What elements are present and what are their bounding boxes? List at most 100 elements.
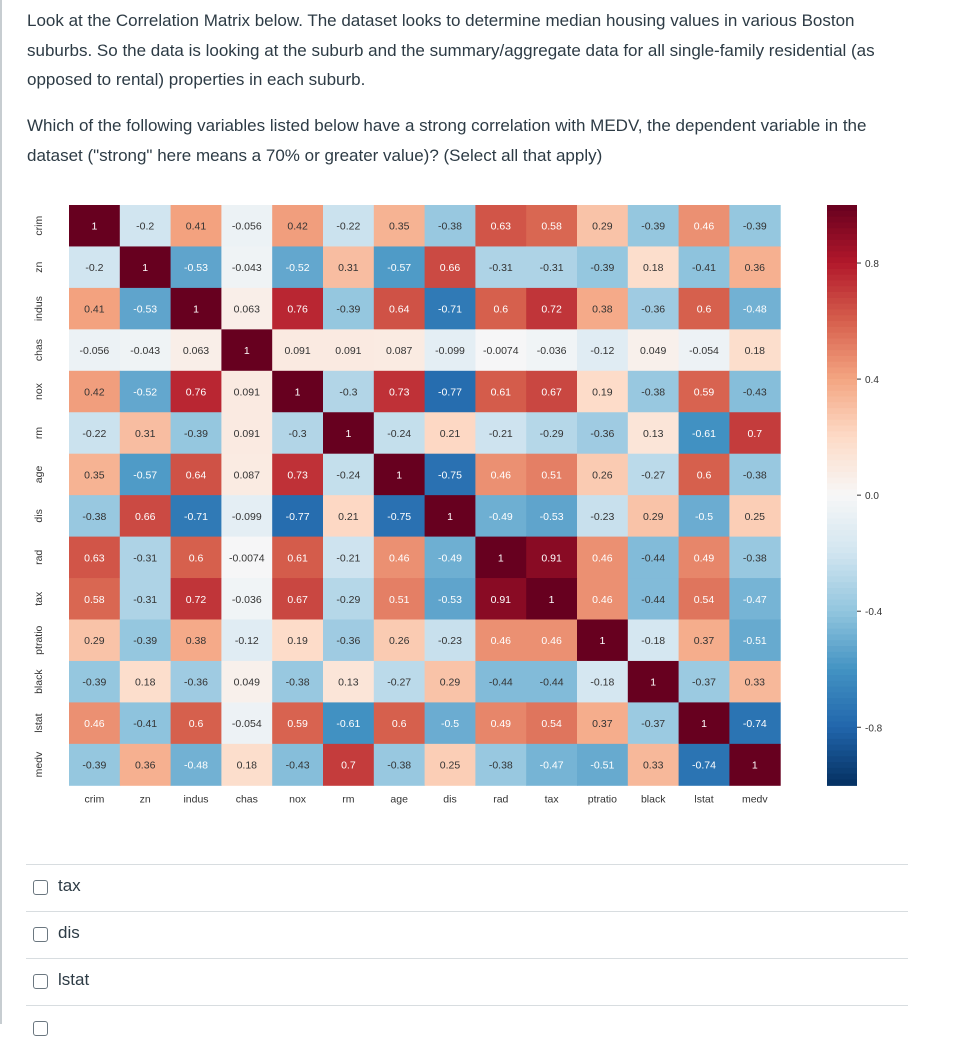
checkbox[interactable] <box>33 1021 48 1036</box>
heatmap-cell <box>424 205 476 247</box>
cell-value: 0.18 <box>237 760 258 772</box>
heatmap-cell <box>221 495 273 538</box>
x-tick-label: indus <box>183 793 208 805</box>
heatmap-cell <box>170 660 222 703</box>
heatmap-cell <box>729 412 781 455</box>
cell-value: -0.043 <box>232 262 262 274</box>
cell-value: -0.44 <box>489 677 513 689</box>
heatmap-cell <box>272 329 324 372</box>
checkbox[interactable] <box>33 880 48 895</box>
x-tick-label: chas <box>236 793 258 805</box>
heatmap-cell <box>323 743 375 786</box>
heatmap-cell <box>323 246 375 289</box>
cell-value: -0.29 <box>336 594 360 606</box>
cell-value: -0.5 <box>441 718 459 730</box>
cell-value: 0.19 <box>287 635 308 647</box>
heatmap-cell <box>170 370 222 413</box>
colorbar-segment <box>827 773 857 781</box>
heatmap-cell <box>119 287 172 330</box>
heatmap-cell <box>119 660 172 703</box>
heatmap-cell <box>526 412 578 455</box>
heatmap-cell <box>119 329 172 372</box>
cell-value: -0.37 <box>692 677 716 689</box>
colorbar-segment <box>827 529 857 537</box>
heatmap-cell <box>221 743 273 786</box>
heatmap-cell <box>373 329 426 372</box>
cell-value: -0.39 <box>184 428 208 440</box>
option-tax[interactable]: tax <box>26 864 908 912</box>
heatmap-cell <box>678 329 730 372</box>
heatmap-cell <box>577 329 629 372</box>
option-dis[interactable]: dis <box>26 911 908 959</box>
heatmap-cell <box>678 495 730 538</box>
option-lstat[interactable]: lstat <box>26 958 908 1006</box>
heatmap-cell <box>170 495 222 538</box>
cell-value: 0.29 <box>643 511 664 523</box>
cell-value: 0.51 <box>541 469 562 481</box>
heatmap-cell <box>678 536 730 579</box>
colorbar-segment <box>827 442 857 450</box>
cell-value: -0.31 <box>540 262 564 274</box>
colorbar-segment <box>827 709 857 717</box>
heatmap-cell <box>119 246 172 289</box>
colorbar-tick-label: -0.8 <box>865 723 883 734</box>
colorbar-segment <box>827 651 857 659</box>
cell-value: -0.23 <box>590 511 614 523</box>
colorbar-segment <box>827 350 857 357</box>
heatmap-cell <box>526 702 578 745</box>
cell-value: -0.36 <box>336 635 360 647</box>
heatmap-cell <box>475 205 527 247</box>
colorbar-segment <box>827 251 857 258</box>
checkbox[interactable] <box>33 927 48 942</box>
cell-value: 0.29 <box>440 677 461 689</box>
heatmap-cell <box>475 702 527 745</box>
cell-value: 0.76 <box>186 387 207 399</box>
heatmap-cell <box>221 287 273 330</box>
heatmap-cell <box>323 287 375 330</box>
heatmap-cell <box>323 495 375 538</box>
heatmap-cell <box>69 205 121 247</box>
x-tick-label: black <box>641 793 666 805</box>
heatmap-cell <box>577 205 629 247</box>
heatmap-cell <box>475 412 527 455</box>
y-tick-label: chas <box>33 339 45 361</box>
heatmap-cell <box>69 743 121 786</box>
colorbar-segment <box>827 292 857 299</box>
colorbar-segment <box>827 564 857 572</box>
option-partial[interactable] <box>26 1005 908 1053</box>
heatmap-cell <box>373 205 426 247</box>
colorbar-segment <box>827 553 857 560</box>
heatmap-cell <box>526 246 578 289</box>
cell-value: -0.38 <box>641 387 665 399</box>
cell-value: 0.31 <box>338 262 359 274</box>
colorbar-segment <box>827 698 857 705</box>
x-tick-label: tax <box>545 793 560 805</box>
checkbox[interactable] <box>33 974 48 989</box>
heatmap-cell <box>170 619 222 662</box>
heatmap-cell <box>69 246 121 289</box>
heatmap-cell <box>627 743 680 786</box>
heatmap-cell <box>729 536 781 579</box>
heatmap-cell <box>475 578 527 620</box>
heatmap-cell <box>69 453 121 496</box>
colorbar-segment <box>827 228 857 235</box>
heatmap-cell <box>170 205 222 247</box>
heatmap-cell <box>424 702 476 745</box>
cell-value: -0.41 <box>692 262 716 274</box>
colorbar-segment <box>827 762 857 769</box>
y-tick-label: indus <box>33 296 45 321</box>
cell-value: -0.27 <box>641 469 665 481</box>
heatmap-cell <box>119 495 172 538</box>
colorbar-segment <box>827 454 857 461</box>
cell-value: 0.61 <box>287 552 308 564</box>
colorbar-segment <box>827 355 857 363</box>
cell-value: -0.39 <box>641 221 665 233</box>
heatmap-cell <box>323 412 375 455</box>
heatmap-cell <box>272 412 324 455</box>
heatmap-cell <box>678 287 730 330</box>
cell-value: -0.056 <box>80 345 110 357</box>
colorbar-segment <box>827 396 857 403</box>
colorbar-segment <box>827 419 857 427</box>
colorbar-segment <box>827 750 857 757</box>
heatmap-cell <box>577 495 629 538</box>
